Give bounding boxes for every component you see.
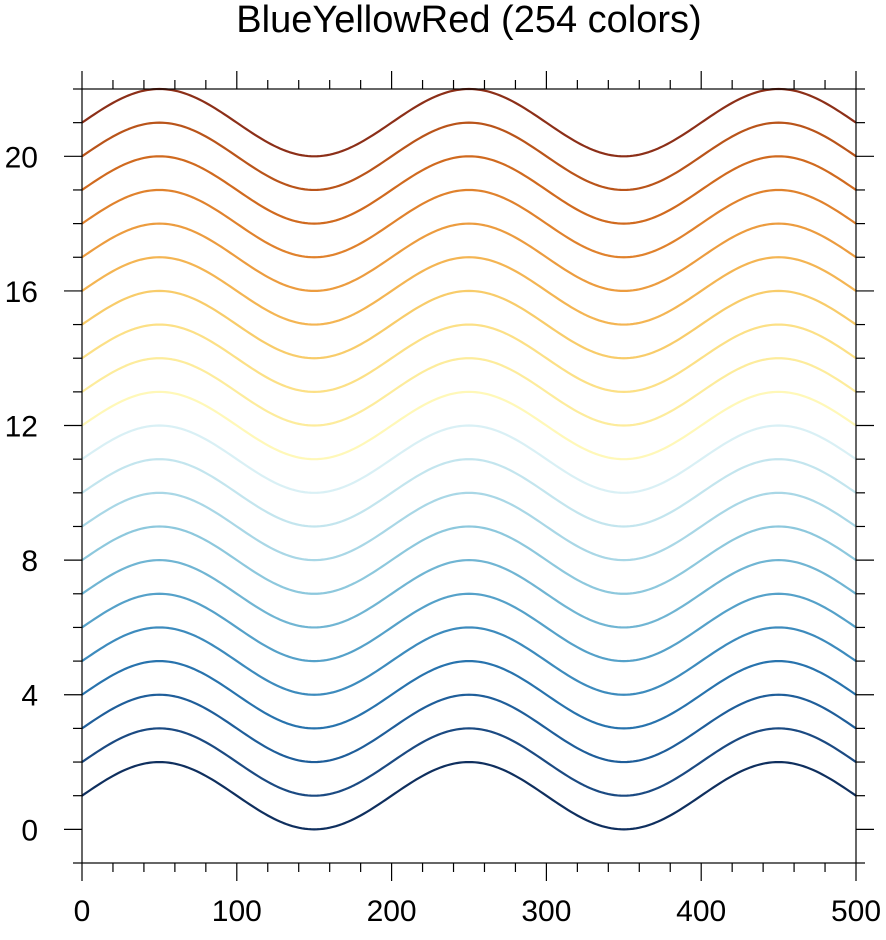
series-line-6 — [81, 592, 857, 663]
plot-border — [81, 88, 857, 864]
series-line-20 — [81, 121, 857, 192]
series-line-17 — [81, 222, 857, 293]
x-tick-label: 400 — [676, 895, 726, 928]
series-line-7 — [81, 559, 857, 629]
y-tick-label: 16 — [5, 276, 38, 309]
series-line-3 — [81, 693, 857, 764]
series-line-5 — [81, 626, 857, 696]
series-line-10 — [81, 458, 857, 528]
series-line-8 — [81, 525, 857, 595]
series-line-15 — [81, 289, 857, 360]
series-line-12 — [81, 390, 857, 461]
series-line-19 — [81, 155, 857, 225]
y-tick-label: 8 — [21, 545, 38, 578]
series-line-9 — [81, 491, 857, 562]
series-lines — [81, 87, 857, 831]
x-tick-label: 300 — [521, 895, 571, 928]
axis-ticks — [64, 71, 874, 881]
series-line-4 — [81, 659, 857, 730]
y-tick-label: 0 — [21, 814, 38, 847]
x-tick-label: 200 — [367, 895, 417, 928]
x-tick-label: 100 — [212, 895, 262, 928]
plot-frame — [81, 88, 857, 864]
series-line-18 — [81, 188, 857, 259]
series-line-2 — [81, 727, 857, 797]
chart-title: BlueYellowRed (254 colors) — [236, 0, 701, 41]
series-line-13 — [81, 357, 857, 427]
y-tick-label: 12 — [5, 411, 38, 444]
series-line-1 — [81, 760, 857, 831]
tick-labels: 0 100 200 300 400 500 0 4 8 12 16 20 — [5, 141, 881, 928]
x-tick-label: 0 — [74, 895, 91, 928]
series-line-16 — [81, 256, 857, 326]
y-tick-label: 20 — [5, 141, 38, 174]
x-tick-label: 500 — [831, 895, 881, 928]
y-tick-label: 4 — [21, 680, 38, 713]
series-line-11 — [81, 424, 857, 494]
series-line-14 — [81, 323, 857, 393]
